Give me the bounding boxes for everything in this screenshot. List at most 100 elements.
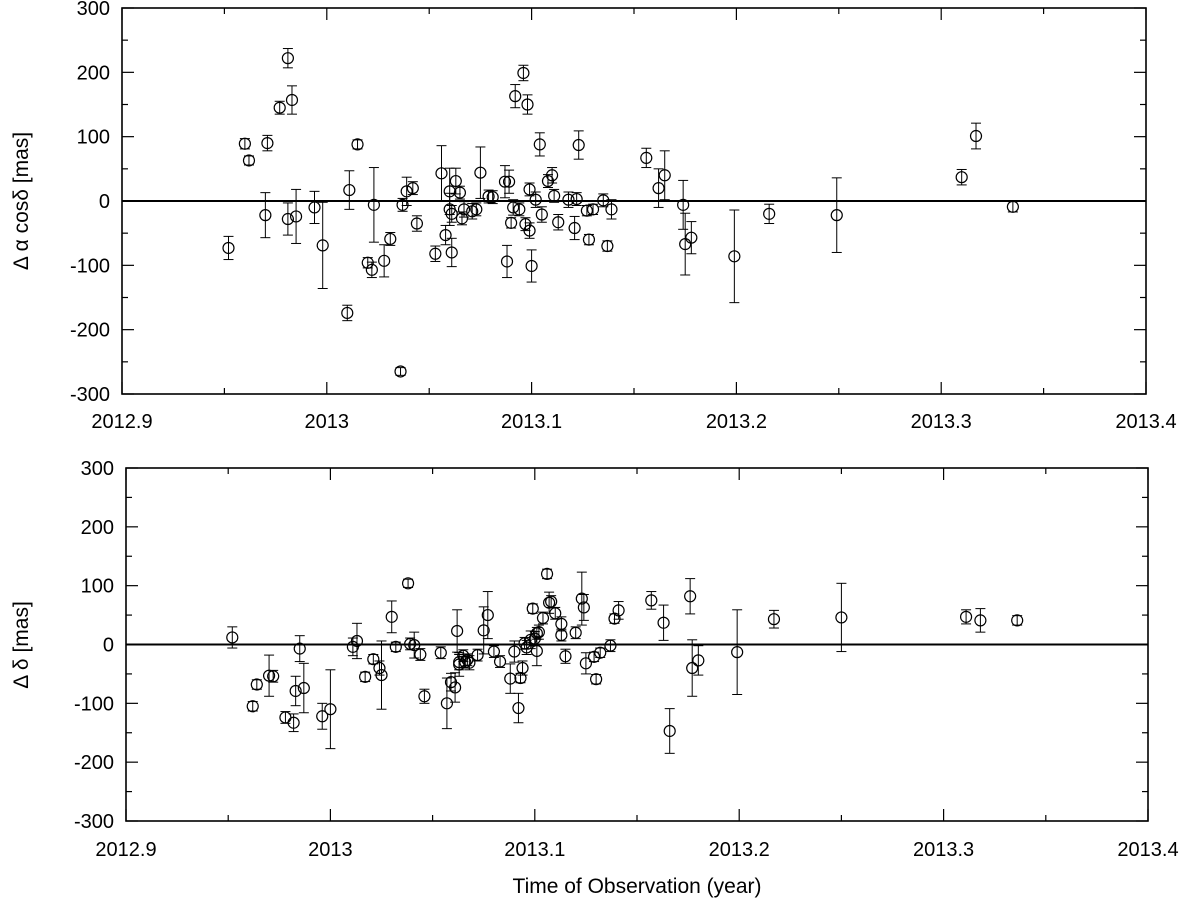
point-marker: [604, 639, 617, 652]
data-point: [308, 190, 321, 225]
y-tick-label: 300: [81, 458, 114, 480]
point-marker: [429, 247, 442, 260]
point-marker: [523, 224, 536, 237]
point-marker: [657, 616, 670, 629]
point-marker: [525, 259, 538, 273]
point-marker: [955, 171, 968, 184]
data-point: [535, 206, 548, 223]
point-marker: [414, 648, 427, 661]
data-point: [562, 191, 575, 208]
data-point: [226, 626, 239, 649]
point-marker: [474, 166, 487, 179]
data-point: [686, 639, 699, 697]
point-marker: [351, 138, 364, 151]
point-marker: [959, 610, 973, 623]
data-point: [400, 176, 413, 207]
point-marker: [577, 601, 590, 614]
point-marker: [443, 185, 456, 198]
data-point: [536, 611, 550, 625]
x-tick-label: 2013: [308, 839, 353, 861]
point-marker: [543, 596, 556, 609]
point-marker: [590, 673, 603, 686]
data-point: [552, 214, 565, 231]
y-tick-label: -300: [70, 384, 110, 406]
point-marker: [445, 246, 458, 259]
data-point: [457, 201, 471, 218]
point-marker: [498, 175, 512, 188]
data-point: [529, 191, 542, 208]
point-marker: [545, 169, 559, 182]
data-point: [477, 606, 490, 655]
data-point: [474, 146, 487, 199]
data-point: [273, 100, 286, 115]
point-marker: [512, 701, 525, 715]
point-marker: [685, 231, 698, 244]
x-tick-label: 2013.4: [1115, 411, 1176, 433]
data-point: [525, 249, 538, 283]
data-point: [645, 591, 658, 610]
data-point: [410, 215, 424, 232]
data-point: [316, 201, 329, 289]
data-point: [532, 624, 545, 640]
point-marker: [552, 216, 565, 229]
data-point: [434, 646, 447, 660]
y-tick-label: -100: [70, 255, 110, 277]
x-tick-label: 2013.1: [504, 839, 565, 861]
point-marker: [645, 594, 658, 607]
data-point: [568, 215, 581, 241]
data-point: [587, 650, 601, 663]
point-marker: [652, 182, 665, 195]
point-marker: [549, 607, 562, 620]
y-axis-label: Δ δ [mas]: [10, 601, 33, 689]
point-marker: [439, 228, 452, 242]
point-marker: [587, 650, 601, 663]
data-point: [969, 122, 983, 150]
data-point: [261, 134, 274, 152]
point-marker: [535, 208, 548, 221]
point-marker: [533, 138, 546, 151]
data-point: [350, 622, 364, 660]
data-point: [408, 631, 421, 659]
point-marker: [663, 724, 676, 738]
data-point: [435, 145, 448, 202]
point-marker: [658, 169, 671, 182]
data-point: [281, 202, 294, 236]
point-marker: [261, 137, 274, 150]
point-marker: [384, 232, 397, 246]
data-point: [580, 204, 593, 217]
point-marker: [453, 186, 467, 199]
point-marker: [969, 129, 983, 143]
point-marker: [597, 194, 610, 207]
data-point: [500, 244, 514, 279]
data-point: [1006, 200, 1019, 213]
data-point: [365, 261, 378, 279]
x-tick-label: 2013.3: [913, 839, 974, 861]
x-tick-label: 2013.1: [501, 411, 562, 433]
data-point: [605, 199, 618, 220]
data-point: [548, 188, 561, 203]
data-point: [367, 167, 381, 243]
data-point: [406, 181, 419, 196]
data-point: [508, 640, 521, 663]
data-point: [481, 591, 494, 640]
point-marker: [640, 151, 653, 164]
data-point: [545, 167, 559, 184]
data-point: [451, 609, 464, 653]
data-point: [685, 221, 698, 255]
data-point: [570, 192, 583, 207]
data-point: [222, 235, 235, 261]
data-point: [343, 170, 356, 210]
data-point: [955, 168, 968, 186]
point-marker: [457, 203, 471, 216]
point-marker: [246, 700, 259, 713]
x-tick-label: 2012.9: [95, 839, 156, 861]
data-point: [351, 138, 364, 151]
point-marker: [763, 207, 776, 220]
point-marker: [400, 185, 413, 198]
point-marker: [493, 655, 507, 668]
data-point: [289, 675, 302, 707]
point-marker: [502, 175, 516, 188]
data-point: [502, 169, 516, 194]
point-marker: [767, 613, 781, 626]
